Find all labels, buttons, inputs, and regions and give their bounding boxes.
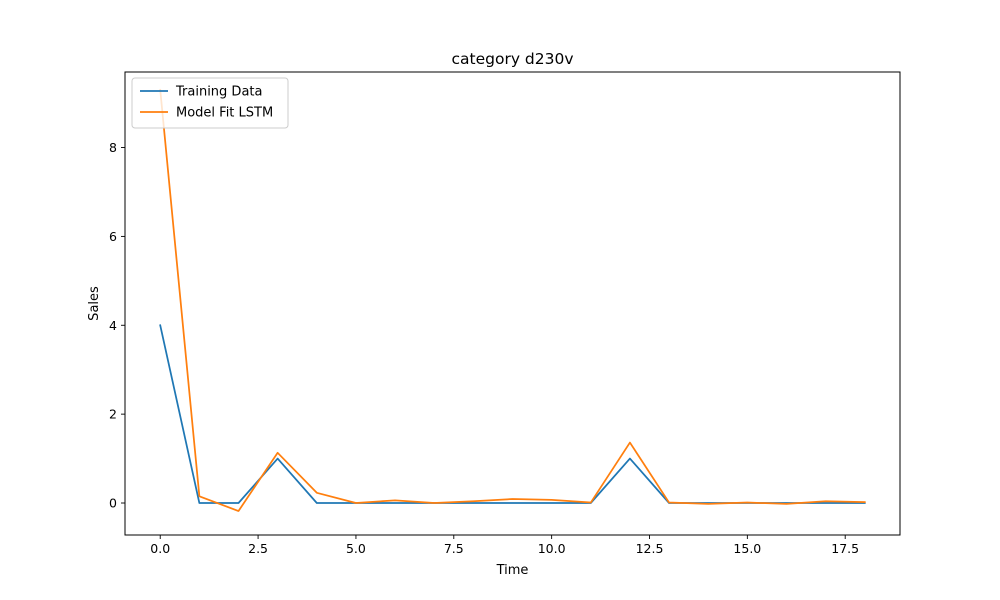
x-axis-ticks: 0.0 2.5 5.0 7.5 10.0 12.5 15.0 17.5 bbox=[150, 535, 859, 556]
x-axis-label: Time bbox=[496, 563, 529, 578]
legend-box bbox=[131, 77, 289, 129]
y-tick-label: 4 bbox=[109, 318, 117, 333]
x-tick-label: 17.5 bbox=[831, 541, 859, 556]
y-axis-label: Sales bbox=[87, 286, 102, 321]
x-tick-label: 0.0 bbox=[150, 541, 170, 556]
x-tick-label: 7.5 bbox=[444, 541, 464, 556]
series-line-model-fit-lstm bbox=[159, 88, 866, 512]
x-tick-label: 2.5 bbox=[248, 541, 268, 556]
y-tick-label: 6 bbox=[109, 229, 117, 244]
axes-frame bbox=[124, 71, 901, 536]
y-tick-label: 0 bbox=[109, 496, 117, 511]
legend: Training Data Model Fit LSTM bbox=[131, 77, 289, 129]
legend-label: Training Data bbox=[175, 85, 262, 100]
legend-label: Model Fit LSTM bbox=[176, 106, 273, 121]
y-tick-label: 8 bbox=[109, 140, 117, 155]
y-tick-label: 2 bbox=[109, 407, 117, 422]
x-tick-label: 12.5 bbox=[636, 541, 664, 556]
series-layer bbox=[159, 88, 866, 512]
chart-title: category d230v bbox=[451, 50, 573, 68]
x-tick-label: 5.0 bbox=[346, 541, 366, 556]
x-tick-label: 15.0 bbox=[733, 541, 761, 556]
x-tick-label: 10.0 bbox=[538, 541, 566, 556]
y-axis-ticks: 0 2 4 6 8 bbox=[109, 140, 125, 511]
